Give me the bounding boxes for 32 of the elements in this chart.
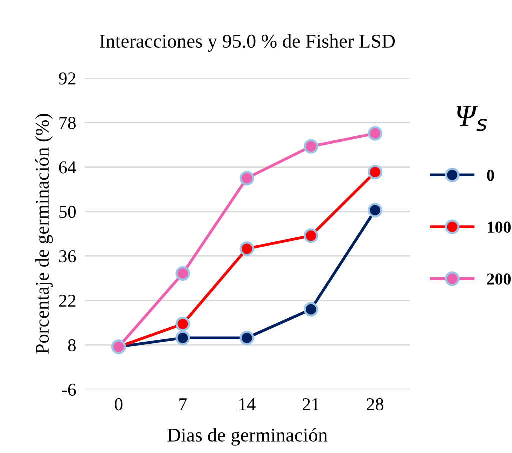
point bbox=[176, 330, 190, 346]
point bbox=[304, 302, 318, 317]
point bbox=[176, 266, 190, 281]
y-tick-label: -6 bbox=[62, 384, 76, 396]
point bbox=[240, 171, 254, 186]
point bbox=[368, 126, 383, 141]
point bbox=[304, 228, 318, 244]
x-tick-label: 0 bbox=[115, 398, 123, 411]
y-tick-label: 50 bbox=[60, 206, 76, 218]
y-tick-label: 8 bbox=[68, 339, 76, 352]
x-axis-title: Dias de germinación bbox=[168, 428, 328, 446]
x-tick-label: 14 bbox=[240, 398, 256, 410]
y-tick-label: 78 bbox=[60, 117, 76, 130]
point bbox=[240, 242, 254, 256]
point bbox=[304, 139, 318, 154]
x-tick-label: 28 bbox=[367, 398, 384, 411]
point bbox=[368, 165, 383, 180]
y-tick-label: 36 bbox=[59, 250, 76, 263]
legend-label: 200 bbox=[487, 274, 511, 285]
x-tick-label: 21 bbox=[302, 398, 320, 410]
point bbox=[176, 316, 190, 332]
legend-title: Ψ$_{s}$ bbox=[456, 106, 488, 132]
x-tick-label: 7 bbox=[180, 398, 187, 410]
y-tick-label: 64 bbox=[59, 162, 76, 174]
point bbox=[368, 203, 383, 218]
legend-label: 0 bbox=[487, 170, 494, 182]
y-tick-label: 92 bbox=[59, 72, 76, 85]
legend-label: 100 bbox=[488, 222, 511, 234]
y-tick-label: 22 bbox=[59, 294, 76, 307]
point bbox=[240, 330, 254, 346]
chart-title: Interacciones y 95.0 % de Fisher LSD bbox=[100, 34, 395, 52]
y-axis-title: Porcentaje de germinación (%) bbox=[35, 114, 54, 354]
